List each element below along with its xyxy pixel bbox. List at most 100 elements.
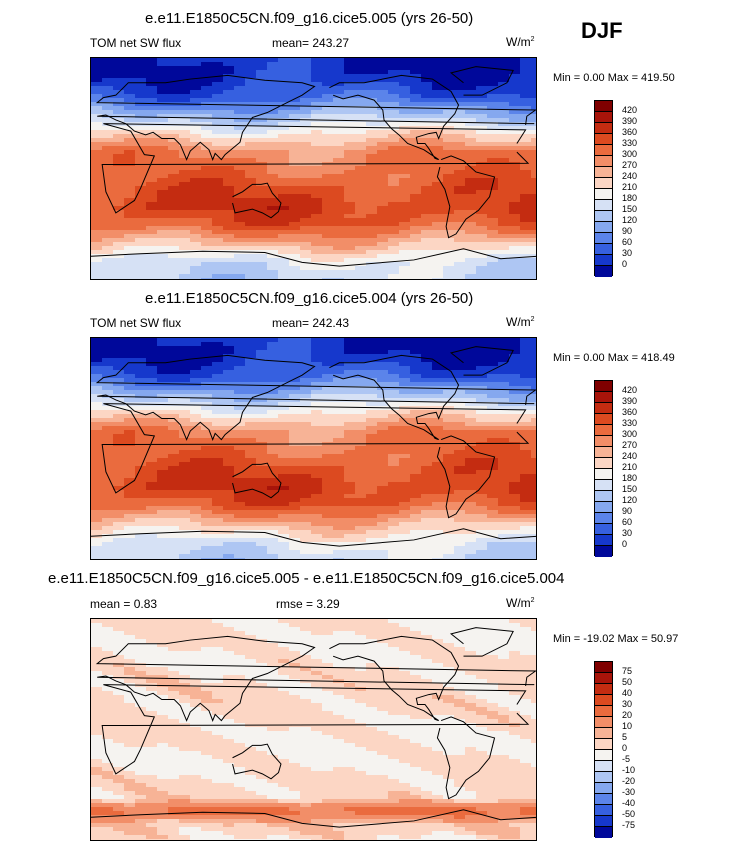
map-cell — [267, 623, 279, 628]
map-cell — [531, 366, 536, 371]
map-cell — [168, 114, 180, 119]
map-cell — [531, 126, 536, 131]
map-cell — [212, 550, 224, 555]
map-cell — [509, 522, 521, 527]
map-cell — [322, 354, 334, 359]
map-cell — [256, 370, 268, 375]
map-cell — [322, 142, 334, 147]
map-cell — [190, 230, 202, 235]
map-cell — [432, 110, 444, 115]
map-cell — [201, 470, 213, 475]
map-cell — [201, 398, 213, 403]
map-cell — [201, 530, 213, 535]
map-cell — [168, 647, 180, 652]
map-cell — [289, 402, 301, 407]
map-cell — [388, 402, 400, 407]
map-cell — [355, 358, 367, 363]
map-cell — [344, 366, 356, 371]
map-cell — [443, 66, 455, 71]
map-cell — [322, 366, 334, 371]
map-cell — [135, 514, 147, 519]
map-cell — [267, 254, 279, 259]
map-cell — [190, 142, 202, 147]
map-cell — [421, 210, 433, 215]
map-cell — [377, 218, 389, 223]
map-cell — [531, 222, 536, 227]
map-cell — [201, 86, 213, 91]
map-cell — [322, 170, 334, 175]
map-cell — [223, 406, 235, 411]
map-cell — [465, 86, 477, 91]
map-cell — [289, 130, 301, 135]
map-cell — [509, 374, 521, 379]
map-cell — [267, 174, 279, 179]
map-cell — [509, 158, 521, 163]
map-cell — [333, 258, 345, 263]
map-cell — [344, 494, 356, 499]
map-cell — [432, 639, 444, 644]
map-cell — [487, 186, 499, 191]
map-cell — [102, 154, 114, 159]
map-cell — [454, 218, 466, 223]
map-cell — [498, 154, 510, 159]
map-cell — [531, 643, 536, 648]
map-cell — [454, 198, 466, 203]
map-cell — [124, 214, 136, 219]
map-cell — [520, 102, 532, 107]
map-cell — [91, 635, 103, 640]
map-cell — [267, 382, 279, 387]
map-cell — [333, 90, 345, 95]
map-cell — [289, 218, 301, 223]
map-cell — [234, 234, 246, 239]
map-cell — [300, 374, 312, 379]
map-cell — [355, 130, 367, 135]
map-cell — [344, 434, 356, 439]
map-cell — [476, 422, 488, 427]
map-cell — [377, 142, 389, 147]
map-cell — [487, 498, 499, 503]
map-cell — [113, 346, 125, 351]
map-cell — [509, 206, 521, 211]
map-cell — [311, 130, 323, 135]
map-cell — [267, 134, 279, 139]
map-cell — [190, 414, 202, 419]
map-cell — [91, 154, 103, 159]
map-cell — [465, 238, 477, 243]
map-cell — [300, 386, 312, 391]
colorbar-1 — [594, 100, 613, 277]
coastline — [95, 354, 536, 441]
map-cell — [322, 470, 334, 475]
map-cell — [234, 398, 246, 403]
map-cell — [399, 446, 411, 451]
map-cell — [278, 170, 290, 175]
map-cell — [399, 250, 411, 255]
map-cell — [366, 390, 378, 395]
map-cell — [399, 518, 411, 523]
map-cell — [300, 338, 312, 343]
map-cell — [300, 410, 312, 415]
map-cell — [410, 454, 422, 459]
map-cell — [421, 90, 433, 95]
map-cell — [190, 426, 202, 431]
map-cell — [465, 510, 477, 515]
map-cell — [498, 166, 510, 171]
map-cell — [245, 502, 257, 507]
map-cell — [399, 122, 411, 127]
map-cell — [454, 62, 466, 67]
map-cell — [366, 470, 378, 475]
map-cell — [124, 62, 136, 67]
map-cell — [421, 518, 433, 523]
map-cell — [498, 542, 510, 547]
map-cell — [146, 158, 158, 163]
map-cell — [344, 62, 356, 67]
map-cell — [278, 546, 290, 551]
map-cell — [223, 514, 235, 519]
map-cell — [377, 278, 389, 279]
map-cell — [421, 466, 433, 471]
map-cell — [322, 202, 334, 207]
map-cell — [300, 150, 312, 155]
map-cell — [135, 542, 147, 547]
map-cell — [179, 446, 191, 451]
map-cell — [234, 202, 246, 207]
map-cell — [399, 206, 411, 211]
